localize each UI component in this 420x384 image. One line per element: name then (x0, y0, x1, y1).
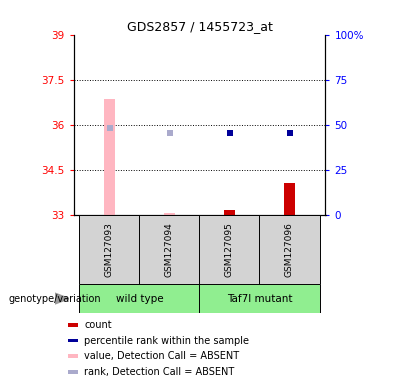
Text: GSM127095: GSM127095 (225, 222, 234, 277)
Bar (68, 354, 78, 358)
Bar (68, 370, 78, 374)
Bar (199, 215, 260, 284)
Polygon shape (55, 293, 69, 304)
Text: Taf7l mutant: Taf7l mutant (227, 293, 292, 304)
Bar (104, 99, 115, 215)
Text: value, Detection Call = ABSENT: value, Detection Call = ABSENT (84, 351, 239, 361)
Text: GSM127094: GSM127094 (165, 222, 174, 277)
Text: rank, Detection Call = ABSENT: rank, Detection Call = ABSENT (84, 367, 234, 377)
Text: percentile rank within the sample: percentile rank within the sample (84, 336, 249, 346)
Text: GSM127093: GSM127093 (105, 222, 114, 277)
Bar (79, 284, 200, 313)
Bar (199, 284, 320, 313)
Bar (68, 323, 78, 327)
Bar (284, 184, 295, 215)
Text: count: count (84, 320, 112, 330)
Bar (164, 213, 175, 215)
Bar (139, 215, 200, 284)
Bar (259, 215, 320, 284)
Text: genotype/variation: genotype/variation (8, 293, 101, 304)
Bar (224, 210, 235, 215)
Title: GDS2857 / 1455723_at: GDS2857 / 1455723_at (126, 20, 273, 33)
Text: wild type: wild type (116, 293, 163, 304)
Text: GSM127096: GSM127096 (285, 222, 294, 277)
Bar (79, 215, 140, 284)
Bar (68, 339, 78, 343)
